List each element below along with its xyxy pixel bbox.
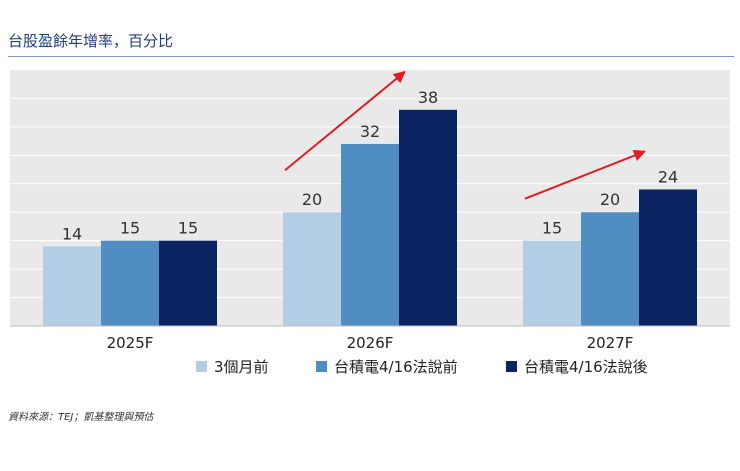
chart-title: 台股盈餘年增率，百分比 — [8, 32, 174, 50]
value-label: 15 — [178, 219, 198, 238]
bar-2026F-series-2 — [341, 143, 399, 326]
category-label: 2026F — [347, 334, 394, 352]
bar-2025F-series-2 — [101, 240, 159, 326]
source-note: 資料來源：TEJ；凱基整理與預估 — [8, 412, 154, 423]
title-divider — [8, 56, 734, 57]
value-label: 20 — [600, 190, 620, 209]
value-labels: 14 15 15 20 32 38 15 20 24 — [62, 88, 678, 244]
trend-arrow — [284, 71, 406, 171]
category-labels: 2025F 2026F 2027F — [107, 334, 634, 352]
legend-label: 3個月前 — [214, 358, 269, 376]
bars — [43, 109, 697, 326]
legend-label: 台積電4/16法說前 — [334, 358, 458, 376]
bar-2027F-series-3 — [639, 189, 697, 326]
value-label: 20 — [302, 190, 322, 209]
value-label: 14 — [62, 224, 82, 243]
category-label: 2025F — [107, 334, 154, 352]
legend: 3個月前 台積電4/16法說前 台積電4/16法說後 — [196, 358, 648, 376]
annotation-arrows — [284, 71, 646, 200]
value-label: 38 — [418, 88, 438, 107]
legend-swatch — [506, 361, 517, 372]
category-label: 2027F — [587, 334, 634, 352]
bar-2025F-series-1 — [43, 246, 101, 326]
bar-2027F-series-1 — [523, 240, 581, 326]
bar-2027F-series-2 — [581, 212, 639, 326]
value-label: 24 — [658, 167, 678, 186]
legend-label: 台積電4/16法說後 — [524, 358, 648, 376]
value-label: 32 — [360, 122, 380, 141]
value-label: 15 — [542, 219, 562, 238]
bar-2026F-series-3 — [399, 109, 457, 326]
bar-2026F-series-1 — [283, 212, 341, 326]
legend-swatch — [196, 361, 207, 372]
value-label: 15 — [120, 219, 140, 238]
bar-chart: 14 15 15 20 32 38 15 20 24 2025F 2026F 2027F 3個月前 台… — [10, 70, 730, 376]
bar-2025F-series-3 — [159, 240, 217, 326]
trend-arrow — [524, 149, 646, 200]
legend-swatch — [316, 361, 327, 372]
